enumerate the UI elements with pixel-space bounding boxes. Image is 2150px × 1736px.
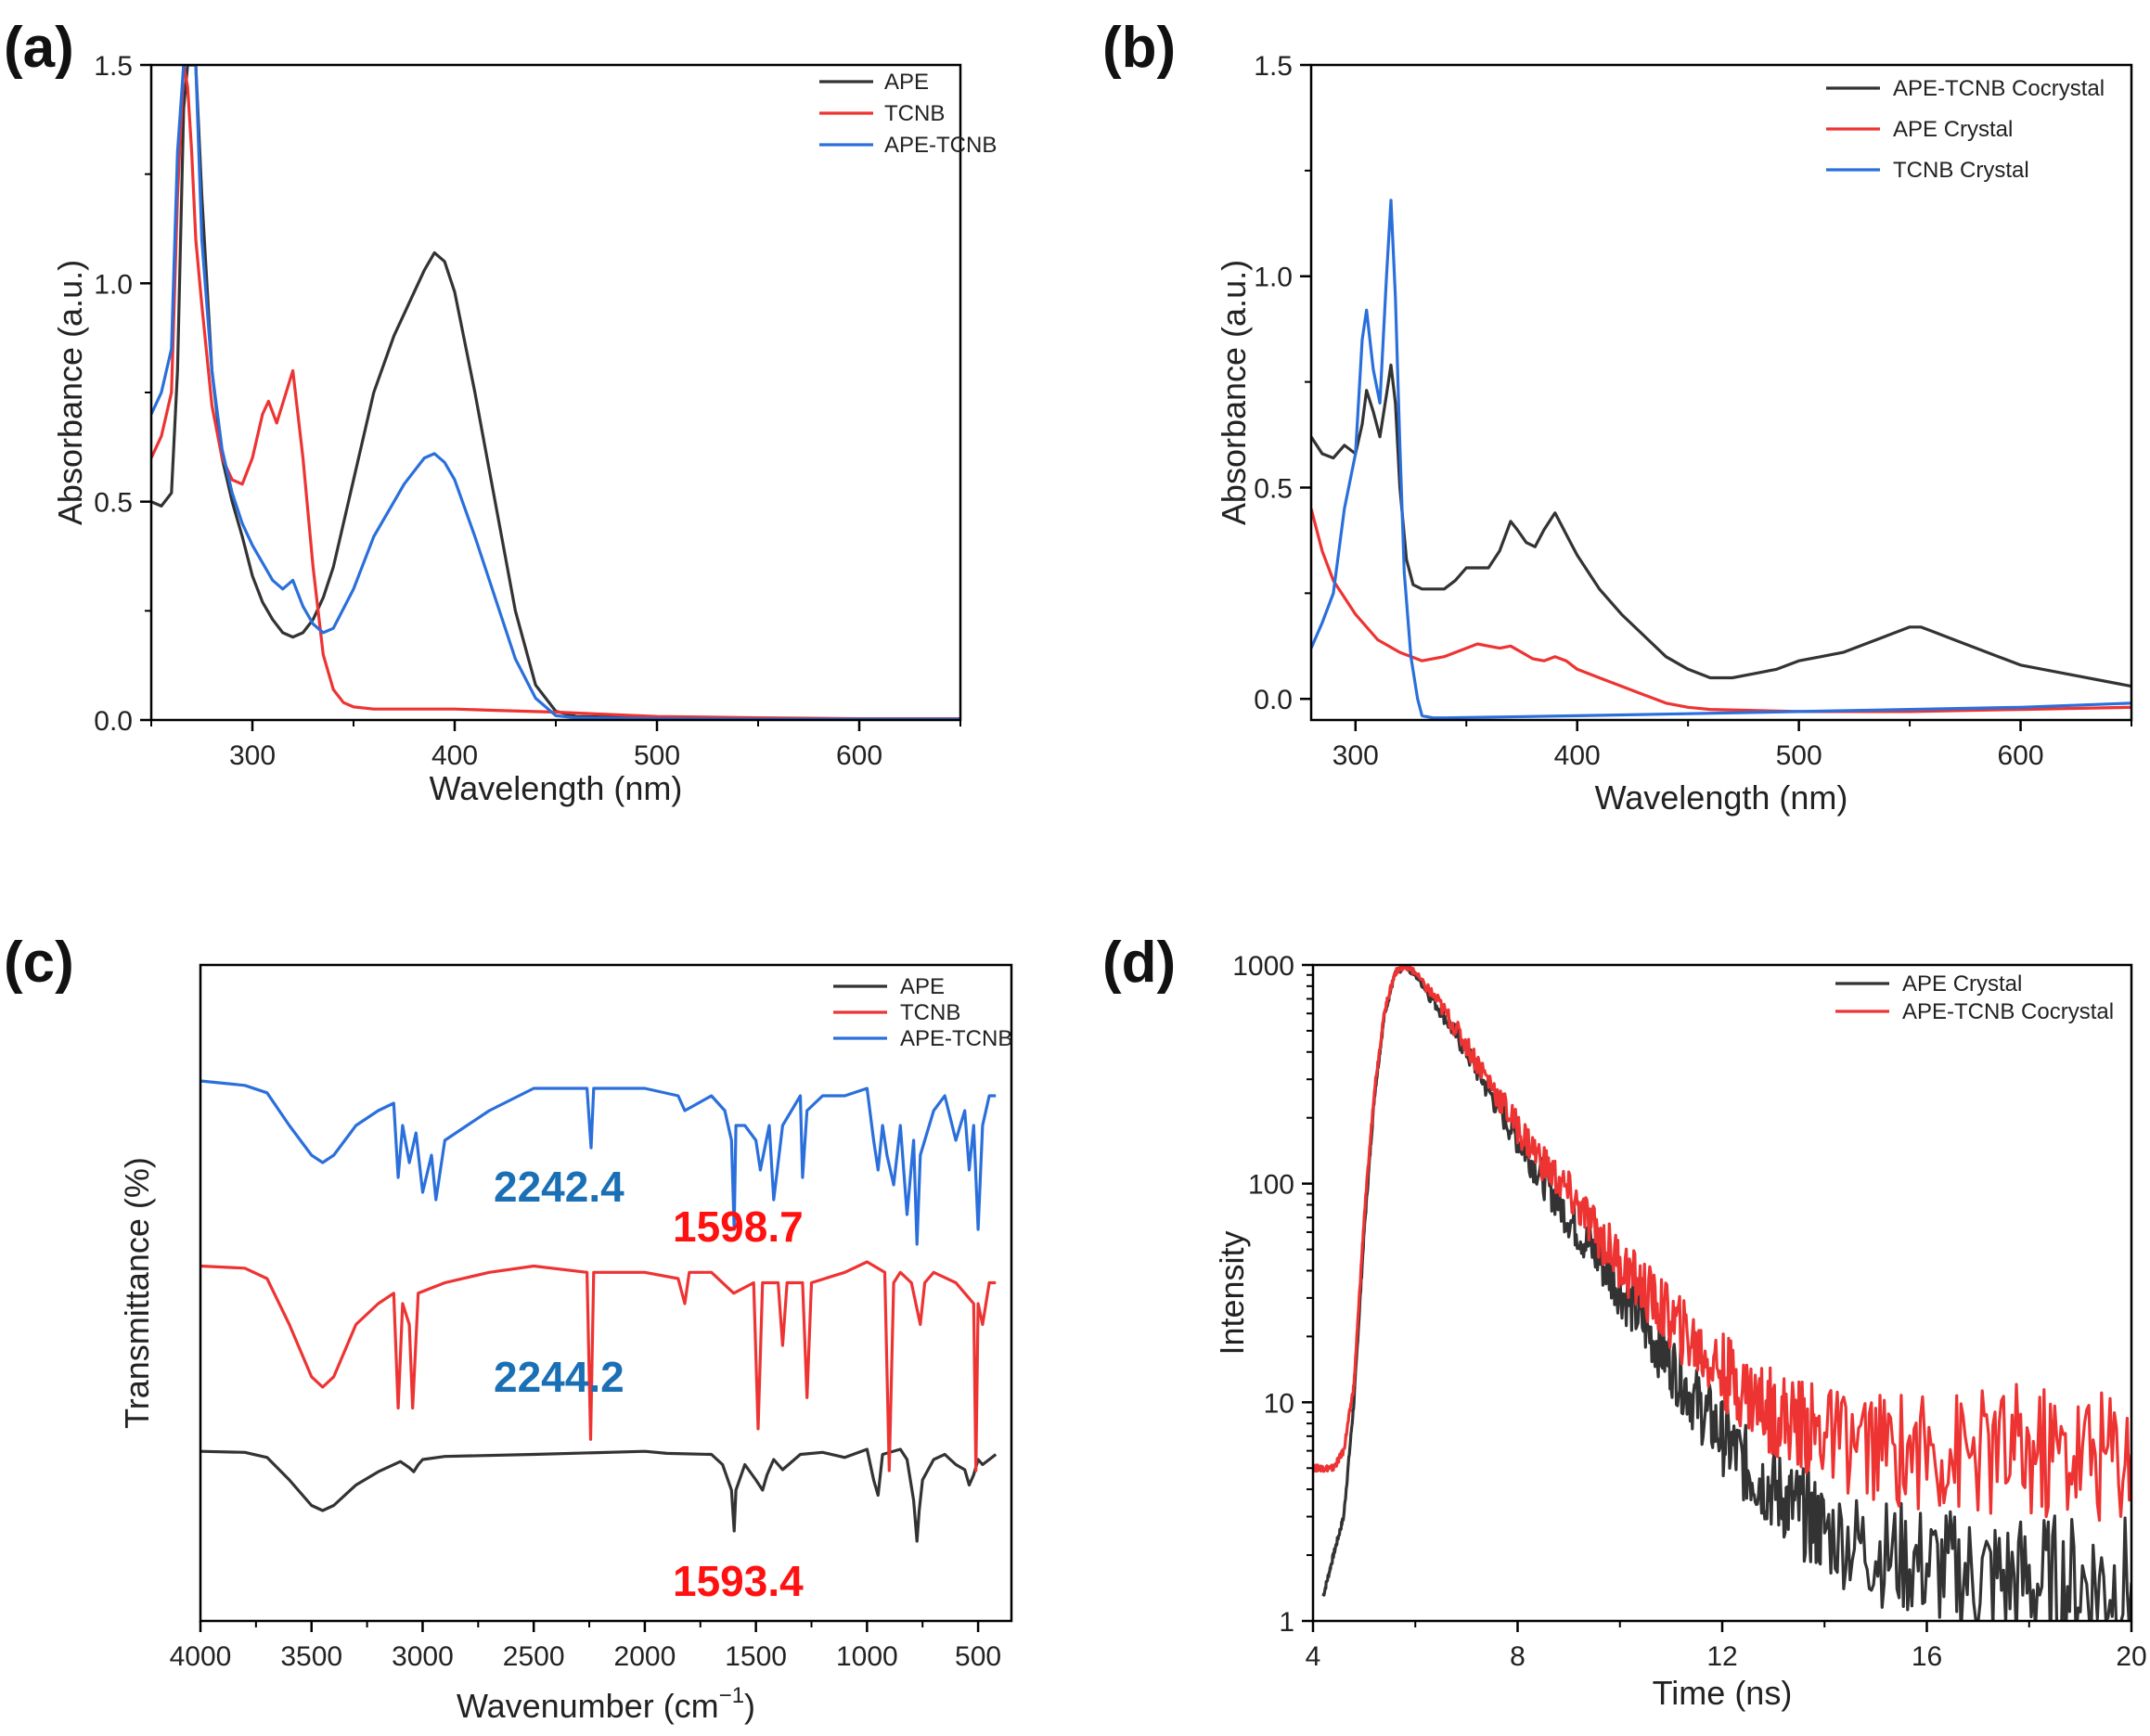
y-axis-title: Transmittance (%) — [118, 1157, 156, 1429]
x-tick-label: 500 — [955, 1641, 1001, 1672]
series-line-ape-tcnb — [151, 65, 960, 720]
chart-panel-d: 4 8 12 16 20 1 10 100 1000 Time (ns) Intensity APE … — [1213, 951, 2147, 1712]
y-tick-label: 0.5 — [94, 488, 133, 519]
y-tick-label: 1.0 — [1254, 263, 1293, 293]
x-tick-label: 3000 — [392, 1641, 454, 1672]
series-group — [200, 1079, 998, 1543]
series-line-ape-crystal — [1321, 965, 2131, 1621]
plot-frame — [1309, 63, 2133, 722]
y-tick-label: 10 — [1264, 1388, 1294, 1419]
y-axis-title: Absorbance (a.u.) — [1215, 260, 1253, 525]
annotation-2244-2: 2244.2 — [494, 1353, 624, 1401]
series-group — [1313, 965, 2131, 1621]
x-tick-label: 300 — [229, 740, 276, 771]
x-tick-label: 4000 — [170, 1641, 232, 1672]
x-tick-label: 4 — [1306, 1641, 1321, 1672]
legend-label-ape-tcnb: APE-TCNB — [900, 1026, 1012, 1051]
chart-panel-a: 300 400 500 600 0.0 0.5 1.0 1.5 Wavelength (nm) A… — [51, 51, 997, 807]
x-tick-label: 12 — [1706, 1641, 1737, 1672]
x-axis-title: Time (ns) — [1653, 1674, 1793, 1712]
x-axis-title: Wavenumber (cm−1) — [457, 1683, 755, 1725]
series-line-ape-tcnb — [200, 1079, 997, 1246]
plot-frame — [199, 963, 1013, 1623]
y-tick-label: 1.5 — [94, 51, 133, 82]
legend-label-ape-crystal: APE Crystal — [1902, 971, 2022, 997]
x-tick-label: 600 — [836, 740, 882, 771]
panel-label-c: (c) — [4, 931, 74, 995]
y-axis-title: Intensity — [1213, 1230, 1251, 1355]
series-line-tcnb — [151, 65, 960, 720]
annotation-1593-4: 1593.4 — [673, 1557, 804, 1605]
plot-frame — [1311, 963, 2133, 1623]
legend-label-tcnb: TCNB — [900, 1000, 960, 1025]
x-tick-label: 2000 — [614, 1641, 676, 1672]
series-line-ape-tcnb-cocrystal — [1311, 363, 2131, 688]
y-tick-label: 100 — [1248, 1170, 1294, 1201]
series-line-ape-tcnb-cocrystal — [1313, 965, 2131, 1523]
legend-label-tcnb: TCNB — [884, 101, 945, 126]
x-tick-label: 8 — [1510, 1641, 1526, 1672]
y-tick-label: 1.5 — [1254, 51, 1293, 82]
panel-label-b: (b) — [1102, 16, 1176, 80]
series-group — [151, 65, 960, 720]
y-axis-title: Absorbance (a.u.) — [51, 260, 89, 525]
legend-label-ape: APE — [884, 70, 929, 95]
legend-label-ape-tcnb: APE-TCNB — [884, 133, 997, 158]
x-tick-label: 400 — [431, 740, 478, 771]
legend-label-ape: APE — [900, 974, 945, 999]
y-tick-label: 0.0 — [94, 706, 133, 737]
chart-panel-c: 4000 3500 3000 2500 2000 1500 1000 500 Wavenumbe… — [118, 963, 1013, 1725]
x-tick-label: 2500 — [503, 1641, 565, 1672]
legend-label-ape-crystal: APE Crystal — [1893, 117, 2013, 142]
x-tick-label: 20 — [2116, 1641, 2146, 1672]
series-group — [1311, 199, 2131, 720]
legend-label-tcnb-crystal: TCNB Crystal — [1893, 158, 2029, 183]
y-tick-label: 0.0 — [1254, 685, 1293, 715]
x-axis-title: Wavelength (nm) — [1595, 778, 1848, 817]
annotation-1598-7: 1598.7 — [673, 1202, 804, 1251]
x-tick-label: 400 — [1554, 740, 1601, 771]
y-tick-label: 1.0 — [94, 269, 133, 300]
series-line-tcnb-crystal — [1311, 199, 2131, 720]
x-tick-label: 500 — [634, 740, 680, 771]
series-line-ape — [151, 65, 960, 720]
legend-label-ape-tcnb-cocrystal: APE-TCNB Cocrystal — [1893, 76, 2105, 101]
annotation-2242-4: 2242.4 — [494, 1163, 624, 1211]
x-tick-label: 16 — [1912, 1641, 1942, 1672]
x-tick-label: 1000 — [836, 1641, 898, 1672]
x-tick-label: 300 — [1332, 740, 1379, 771]
y-tick-label: 1 — [1279, 1607, 1294, 1638]
series-line-tcnb — [200, 1260, 997, 1472]
x-tick-label: 600 — [1998, 740, 2044, 771]
chart-panel-b: 300 400 500 600 0.0 0.5 1.0 1.5 Wavelength (nm) A… — [1215, 51, 2133, 817]
x-tick-label: 3500 — [280, 1641, 342, 1672]
series-line-ape — [200, 1447, 998, 1543]
panel-label-d: (d) — [1102, 931, 1176, 995]
x-tick-label: 500 — [1776, 740, 1822, 771]
panel-label-a: (a) — [4, 16, 74, 80]
legend-label-ape-tcnb-cocrystal: APE-TCNB Cocrystal — [1902, 999, 2114, 1024]
legend: APE TCNB APE-TCNB — [819, 70, 997, 158]
x-tick-label: 1500 — [725, 1641, 787, 1672]
y-tick-label: 0.5 — [1254, 473, 1293, 504]
y-tick-label: 1000 — [1232, 951, 1294, 982]
legend: APE-TCNB Cocrystal APE Crystal TCNB Crysta… — [1826, 76, 2105, 183]
series-line-ape-crystal — [1311, 508, 2131, 714]
x-axis-title: Wavelength (nm) — [430, 769, 683, 807]
